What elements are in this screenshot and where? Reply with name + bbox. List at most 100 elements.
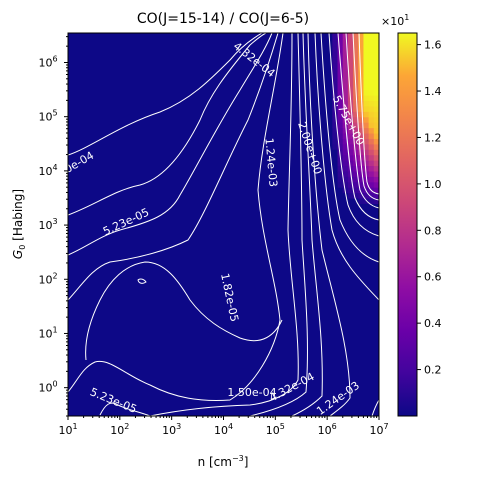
contour-line: [320, 33, 379, 263]
y-tick-exp: 1: [52, 325, 57, 334]
plot-area: 4.32e-045.75e+002.00e+001.24e-030e-045.2…: [67, 25, 385, 417]
heatmap-cell: [363, 160, 370, 167]
heatmap-cell: [353, 149, 359, 156]
heatmap-cell: [353, 33, 359, 36]
heatmap-cell: [337, 95, 344, 102]
heatmap-cell: [358, 165, 365, 172]
x-tick-label: 101: [58, 422, 77, 437]
heatmap-cell: [373, 51, 379, 58]
heatmap-cell: [353, 116, 359, 123]
colorbar-tick-label: 1.0: [424, 178, 442, 191]
heatmap-cell: [368, 35, 375, 42]
heatmap-cell: [373, 33, 379, 36]
heatmap-cell: [338, 25, 344, 31]
heatmap-cell: [363, 154, 370, 161]
heatmap-cell: [368, 100, 375, 107]
heatmap-cell: [347, 84, 354, 91]
y-tick-exp: 2: [52, 271, 57, 280]
contour-line: [149, 33, 299, 416]
heatmap-cell: [337, 89, 344, 96]
y-tick-base: 10: [38, 219, 52, 232]
heatmap-cell: [373, 73, 379, 80]
heatmap-cell: [358, 33, 365, 36]
heatmap-cell: [373, 35, 379, 42]
heatmap-cell: [358, 170, 365, 177]
heatmap-cell: [342, 100, 349, 107]
heatmap-cell: [379, 57, 385, 63]
heatmap-cell: [373, 122, 379, 129]
heatmap-cell: [337, 73, 344, 80]
heatmap-cell: [358, 197, 365, 204]
heatmap-cell: [337, 149, 344, 156]
heatmap-cell: [337, 51, 344, 58]
heatmap-cell: [347, 187, 354, 194]
heatmap-cell: [373, 116, 379, 123]
x-tick-base: 10: [266, 424, 280, 437]
contour-line: [68, 33, 267, 216]
heatmap-cell: [332, 78, 339, 85]
heatmap-cell: [373, 111, 379, 118]
heatmap-cell: [379, 106, 385, 112]
heatmap-cell: [363, 46, 370, 53]
x-tick-label: 104: [214, 422, 233, 437]
heatmap-cell: [353, 138, 359, 145]
heatmap-cell: [379, 95, 385, 101]
heatmap-cell: [379, 73, 385, 79]
heatmap-cell: [358, 127, 365, 134]
colorbar-multiplier-exp: 1: [404, 13, 409, 22]
heatmap-cell: [332, 95, 339, 102]
heatmap-cell: [363, 138, 370, 145]
heatmap-cell: [363, 181, 370, 188]
heatmap-cell: [332, 89, 339, 96]
heatmap-cell: [358, 181, 365, 188]
heatmap-cell: [379, 62, 385, 68]
y-axis-label-main: G: [11, 250, 25, 259]
colorbar-tick-label: 0.8: [424, 224, 442, 237]
heatmap-cell: [353, 192, 359, 199]
heatmap-cell: [363, 132, 370, 139]
contour-lines: [68, 33, 379, 416]
heatmap-cell: [363, 78, 370, 85]
heatmap-cell: [358, 132, 365, 139]
contour-line: [345, 33, 379, 209]
heatmap-cell: [368, 33, 375, 36]
heatmap-cell: [347, 138, 354, 145]
contour-label: 1.24e-03: [262, 137, 279, 187]
x-tick-base: 10: [318, 424, 332, 437]
heatmap-cell: [368, 62, 375, 69]
heatmap-cell: [358, 105, 365, 112]
heatmap-cell: [332, 46, 339, 53]
heatmap-cell: [353, 73, 359, 80]
heatmap-cell: [347, 154, 354, 161]
heatmap-cell: [373, 67, 379, 74]
heatmap-cell: [379, 35, 385, 41]
heatmap-cell: [332, 57, 339, 64]
chart-title: CO(J=15-14) / CO(J=6-5): [137, 11, 309, 27]
heatmap-cell: [337, 105, 344, 112]
heatmap-cell: [363, 105, 370, 112]
heatmap-cell: [332, 122, 339, 129]
heatmap-cell: [348, 25, 354, 31]
heatmap-cell: [373, 57, 379, 64]
heatmap-cell: [332, 62, 339, 69]
colorbar-tick-label: 0.6: [424, 271, 442, 284]
contour-line: [352, 33, 379, 201]
heatmap-cell: [342, 143, 349, 150]
x-tick-label: 105: [266, 422, 285, 437]
contour-line: [328, 33, 379, 237]
colorbar-tick-label: 0.4: [424, 317, 442, 330]
heatmap-cell: [358, 40, 365, 47]
heatmap-cell: [379, 176, 385, 182]
heatmap-cell: [353, 62, 359, 69]
heatmap-cell: [347, 111, 354, 118]
heatmap-cell: [373, 181, 379, 188]
heatmap-cell: [363, 67, 370, 74]
heatmap-cell: [347, 78, 354, 85]
heatmap-cell: [342, 46, 349, 53]
heatmap-cell: [379, 133, 385, 139]
contour-line: [68, 33, 263, 156]
x-tick-exp: 4: [228, 422, 233, 431]
heatmap-cell: [353, 143, 359, 150]
heatmap-cell: [353, 165, 359, 172]
